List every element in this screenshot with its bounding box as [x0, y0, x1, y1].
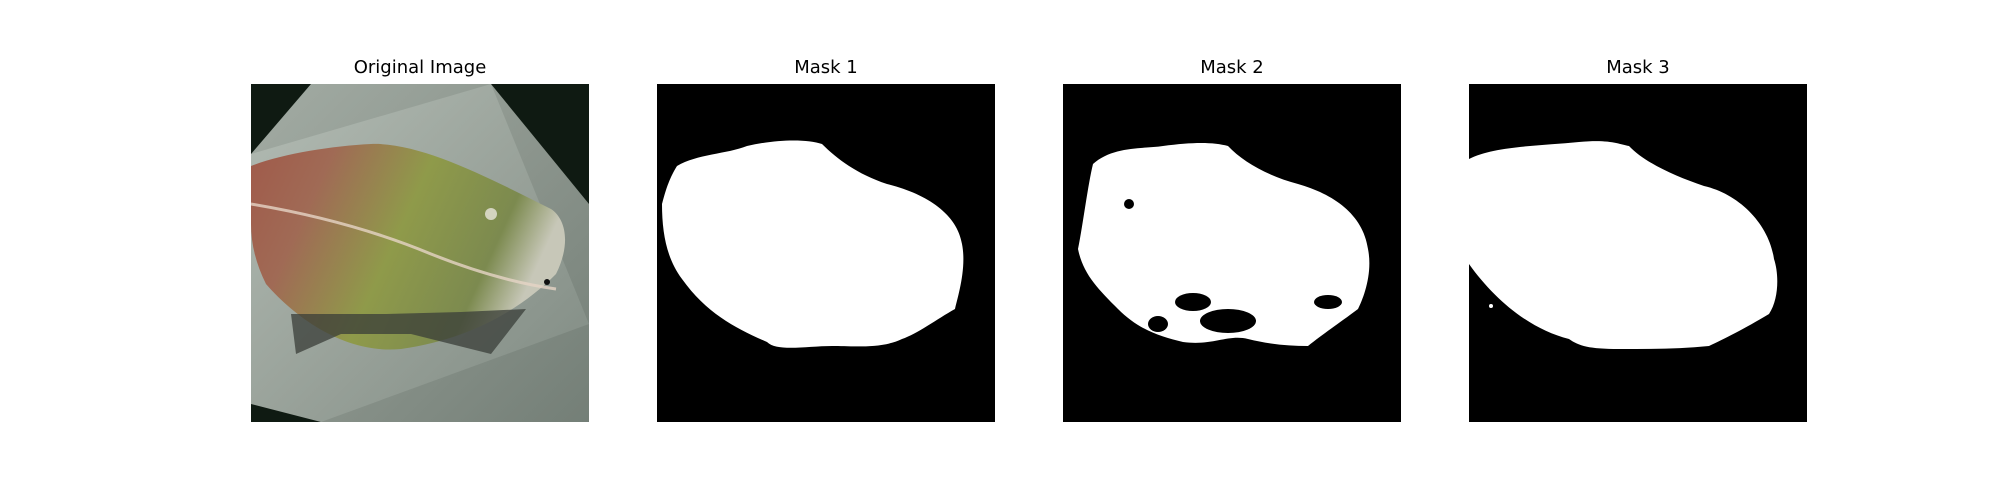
original-leaf-image: [251, 84, 589, 422]
panel-original-image: Original Image: [251, 0, 589, 500]
panel-title: Original Image: [353, 57, 487, 78]
panel-mask-3: Mask 3: [1469, 0, 1807, 500]
panel-title: Mask 3: [1606, 57, 1670, 78]
mask-3-image: [1469, 84, 1807, 422]
panel-mask-2: Mask 2: [1063, 0, 1401, 500]
panel-title: Mask 2: [1200, 57, 1264, 78]
mask-1-image: [657, 84, 995, 422]
panel-title: Mask 1: [794, 57, 858, 78]
panel-mask-1: Mask 1: [657, 0, 995, 500]
mask-2-image: [1063, 84, 1401, 422]
